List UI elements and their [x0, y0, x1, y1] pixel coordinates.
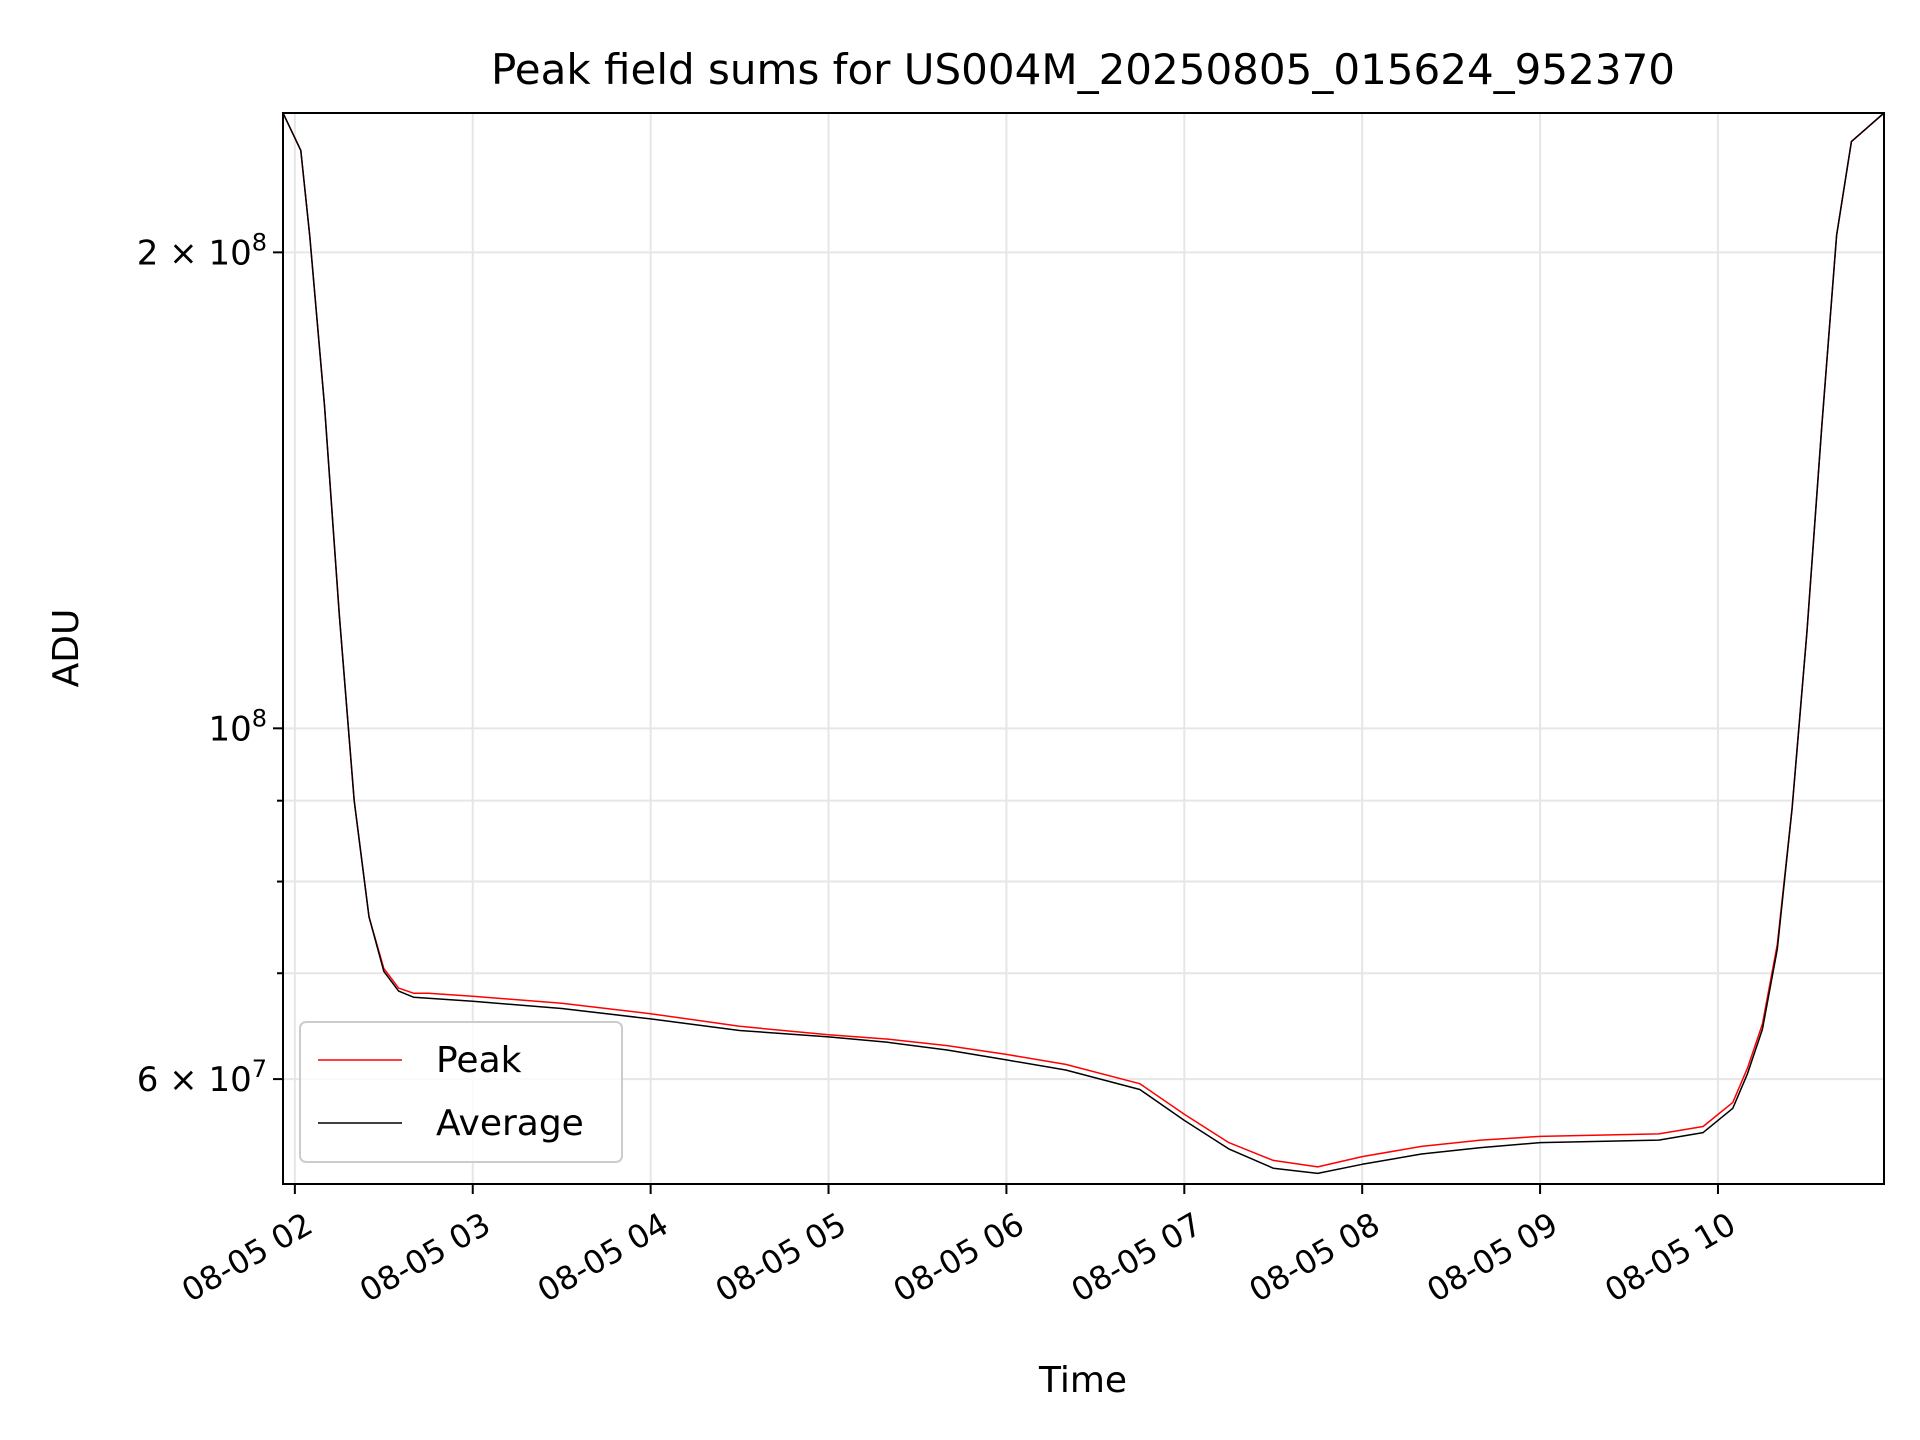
y-tick-label: 108 [208, 704, 267, 749]
y-tick-label-exponent: 8 [252, 704, 267, 732]
series-lines [282, 112, 1885, 1175]
x-axis-label: Time [1038, 1360, 1127, 1401]
chart-title: Peak field sums for US004M_20250805_0156… [491, 45, 1675, 94]
plot-frame [282, 112, 1885, 1185]
y-tick-label: 2 × 108 [137, 228, 267, 273]
y-axis-label: ADU [46, 609, 87, 688]
grid-lines [283, 113, 1884, 1184]
y-tick-label: 6 × 107 [137, 1055, 267, 1100]
y-tick-label-exponent: 8 [252, 228, 267, 256]
y-tick-label-base: 2 × 10 [137, 233, 252, 273]
legend-label-average: Average [436, 1103, 584, 1144]
y-tick-label-exponent: 7 [252, 1055, 267, 1083]
y-tick-label-base: 10 [208, 709, 251, 749]
legend: Peak Average [299, 1021, 623, 1163]
series-line-peak [282, 112, 1885, 1168]
y-tick-label-base: 6 × 10 [137, 1060, 252, 1100]
legend-label-peak: Peak [436, 1040, 522, 1081]
legend-box [299, 1021, 623, 1163]
series-line-average [282, 112, 1885, 1175]
